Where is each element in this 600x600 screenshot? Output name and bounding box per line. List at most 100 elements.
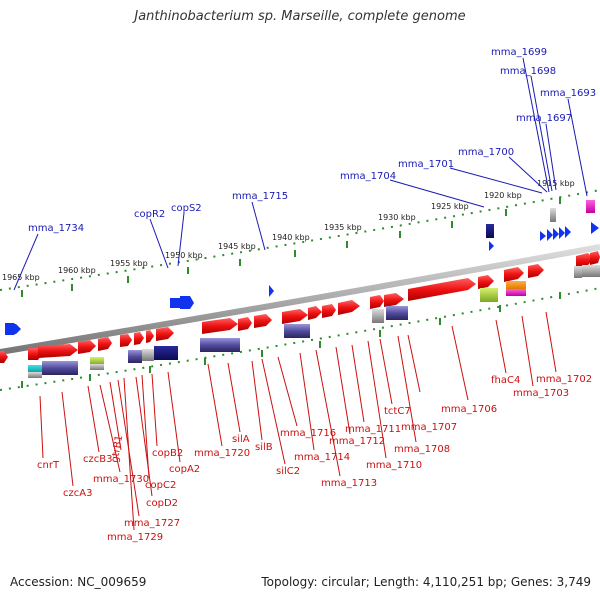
- gene-arrow: [322, 304, 336, 318]
- scale-label: 1930 kbp: [378, 213, 416, 222]
- gene-block: [550, 208, 556, 222]
- gene-label: mma_1720: [194, 448, 250, 459]
- gene-arrow: [338, 300, 360, 315]
- gene-block: [574, 266, 582, 278]
- scale-label: 1965 kbp: [2, 273, 40, 282]
- gene-arrow: [591, 222, 599, 234]
- gene-arrow: [238, 317, 252, 331]
- gene-label: mma_1734: [28, 223, 84, 234]
- forward-genes: [0, 251, 600, 363]
- gene-arrow: [547, 229, 553, 241]
- scale-label: 1915 kbp: [537, 179, 575, 188]
- scale-label: 1935 kbp: [324, 223, 362, 232]
- map-title: Janthinobacterium sp. Marseille, complet…: [134, 9, 466, 24]
- gene-label: mma_1702: [536, 374, 592, 385]
- gene-label: silB: [255, 442, 273, 453]
- gene-label: mma_1712: [329, 436, 385, 447]
- gene-arrow: [559, 227, 565, 239]
- gene-arrow: [269, 285, 274, 297]
- gene-label: mma_1699: [491, 47, 547, 58]
- bottom-leaders: [39, 311, 557, 531]
- gene-label: mma_1711: [345, 424, 401, 435]
- gene-label: mma_1697: [516, 113, 572, 124]
- gene-label: silA: [232, 434, 250, 445]
- gene-arrow: [98, 337, 112, 351]
- gene-label: mma_1700: [458, 147, 514, 158]
- gene-block: [90, 364, 104, 370]
- gene-label: copR2: [134, 209, 165, 220]
- gene-arrow: [78, 340, 96, 354]
- gene-label: mma_1708: [394, 444, 450, 455]
- gene-arrow: [12, 324, 21, 334]
- gene-label: mma_1716: [280, 428, 336, 439]
- gene-arrow: [134, 332, 144, 345]
- gene-label: mma_1707: [401, 422, 457, 433]
- top-strand-features: [5, 200, 599, 335]
- gene-block: [28, 372, 42, 378]
- scale-label: 1960 kbp: [58, 266, 96, 275]
- gene-label: mma_1713: [321, 478, 377, 489]
- gene-arrow: [120, 334, 132, 347]
- feature-blocks: [28, 265, 600, 378]
- gene-block: [42, 361, 78, 375]
- gene-label: mma_1715: [232, 191, 288, 202]
- gene-arrow: [504, 267, 524, 282]
- gene-block: [154, 346, 178, 360]
- gene-block: [142, 349, 154, 361]
- gene-arrow: [540, 231, 546, 241]
- gene-arrow: [384, 293, 404, 307]
- gene-label: mma_1693: [540, 88, 596, 99]
- gene-label: cnrT: [37, 460, 60, 471]
- gene-block: [284, 324, 310, 338]
- gene-block: [372, 309, 384, 323]
- bottom-gene-labels: cnrT czcA3 czcB3 mma_1730 gtrB1 mma_1727…: [37, 374, 592, 543]
- gene-arrow: [565, 226, 571, 238]
- gene-arrow: [590, 251, 600, 265]
- gene-block: [28, 365, 42, 373]
- gene-label: mma_1706: [441, 404, 497, 415]
- gene-arrow: [408, 278, 476, 301]
- gene-arrow: [180, 296, 194, 309]
- scale-label: 1955 kbp: [110, 259, 148, 268]
- outer-major-ticks: [21, 197, 561, 297]
- gene-label: copD2: [146, 498, 178, 509]
- scale-labels: 1965 kbp 1960 kbp 1955 kbp 1950 kbp 1945 kbp…: [2, 179, 575, 282]
- gene-label: mma_1701: [398, 159, 454, 170]
- scale-label: 1920 kbp: [484, 191, 522, 200]
- gene-arrow: [489, 241, 494, 251]
- gene-block: [582, 265, 600, 277]
- gene-arrow: [156, 327, 174, 341]
- gene-label: mma_1698: [500, 66, 556, 77]
- gene-block: [200, 338, 240, 352]
- gene-label: czcA3: [63, 488, 92, 499]
- inner-major-ticks: [21, 292, 561, 388]
- gene-block: [90, 357, 104, 365]
- scale-label: 1950 kbp: [165, 251, 203, 260]
- gene-block: [486, 224, 494, 238]
- gene-block: [586, 200, 595, 213]
- gene-label: copS2: [171, 203, 202, 214]
- gene-arrow: [528, 264, 544, 278]
- top-leaders: [13, 57, 588, 291]
- inner-scale-track: [0, 287, 600, 391]
- gene-label: copB2: [152, 448, 183, 459]
- gene-label: copC2: [145, 480, 176, 491]
- gene-label: gtrB1: [110, 434, 126, 463]
- gene-block: [506, 281, 526, 289]
- gene-arrow: [553, 228, 559, 240]
- gene-label: mma_1710: [366, 460, 422, 471]
- gene-arrow: [38, 344, 78, 358]
- gene-arrow: [0, 351, 8, 363]
- gene-label: mma_1703: [513, 388, 569, 399]
- gene-block: [128, 350, 142, 363]
- gene-label: fhaC4: [491, 375, 520, 386]
- gene-label: tctC7: [384, 406, 411, 417]
- gene-label: mma_1704: [340, 171, 396, 182]
- gene-arrow: [254, 314, 272, 328]
- gene-arrow: [202, 318, 238, 334]
- top-gene-labels: mma_1734 copR2 copS2 mma_1715 mma_1704 m…: [28, 47, 596, 234]
- scale-label: 1945 kbp: [218, 242, 256, 251]
- scale-label: 1940 kbp: [272, 233, 310, 242]
- gene-arrow: [576, 253, 594, 268]
